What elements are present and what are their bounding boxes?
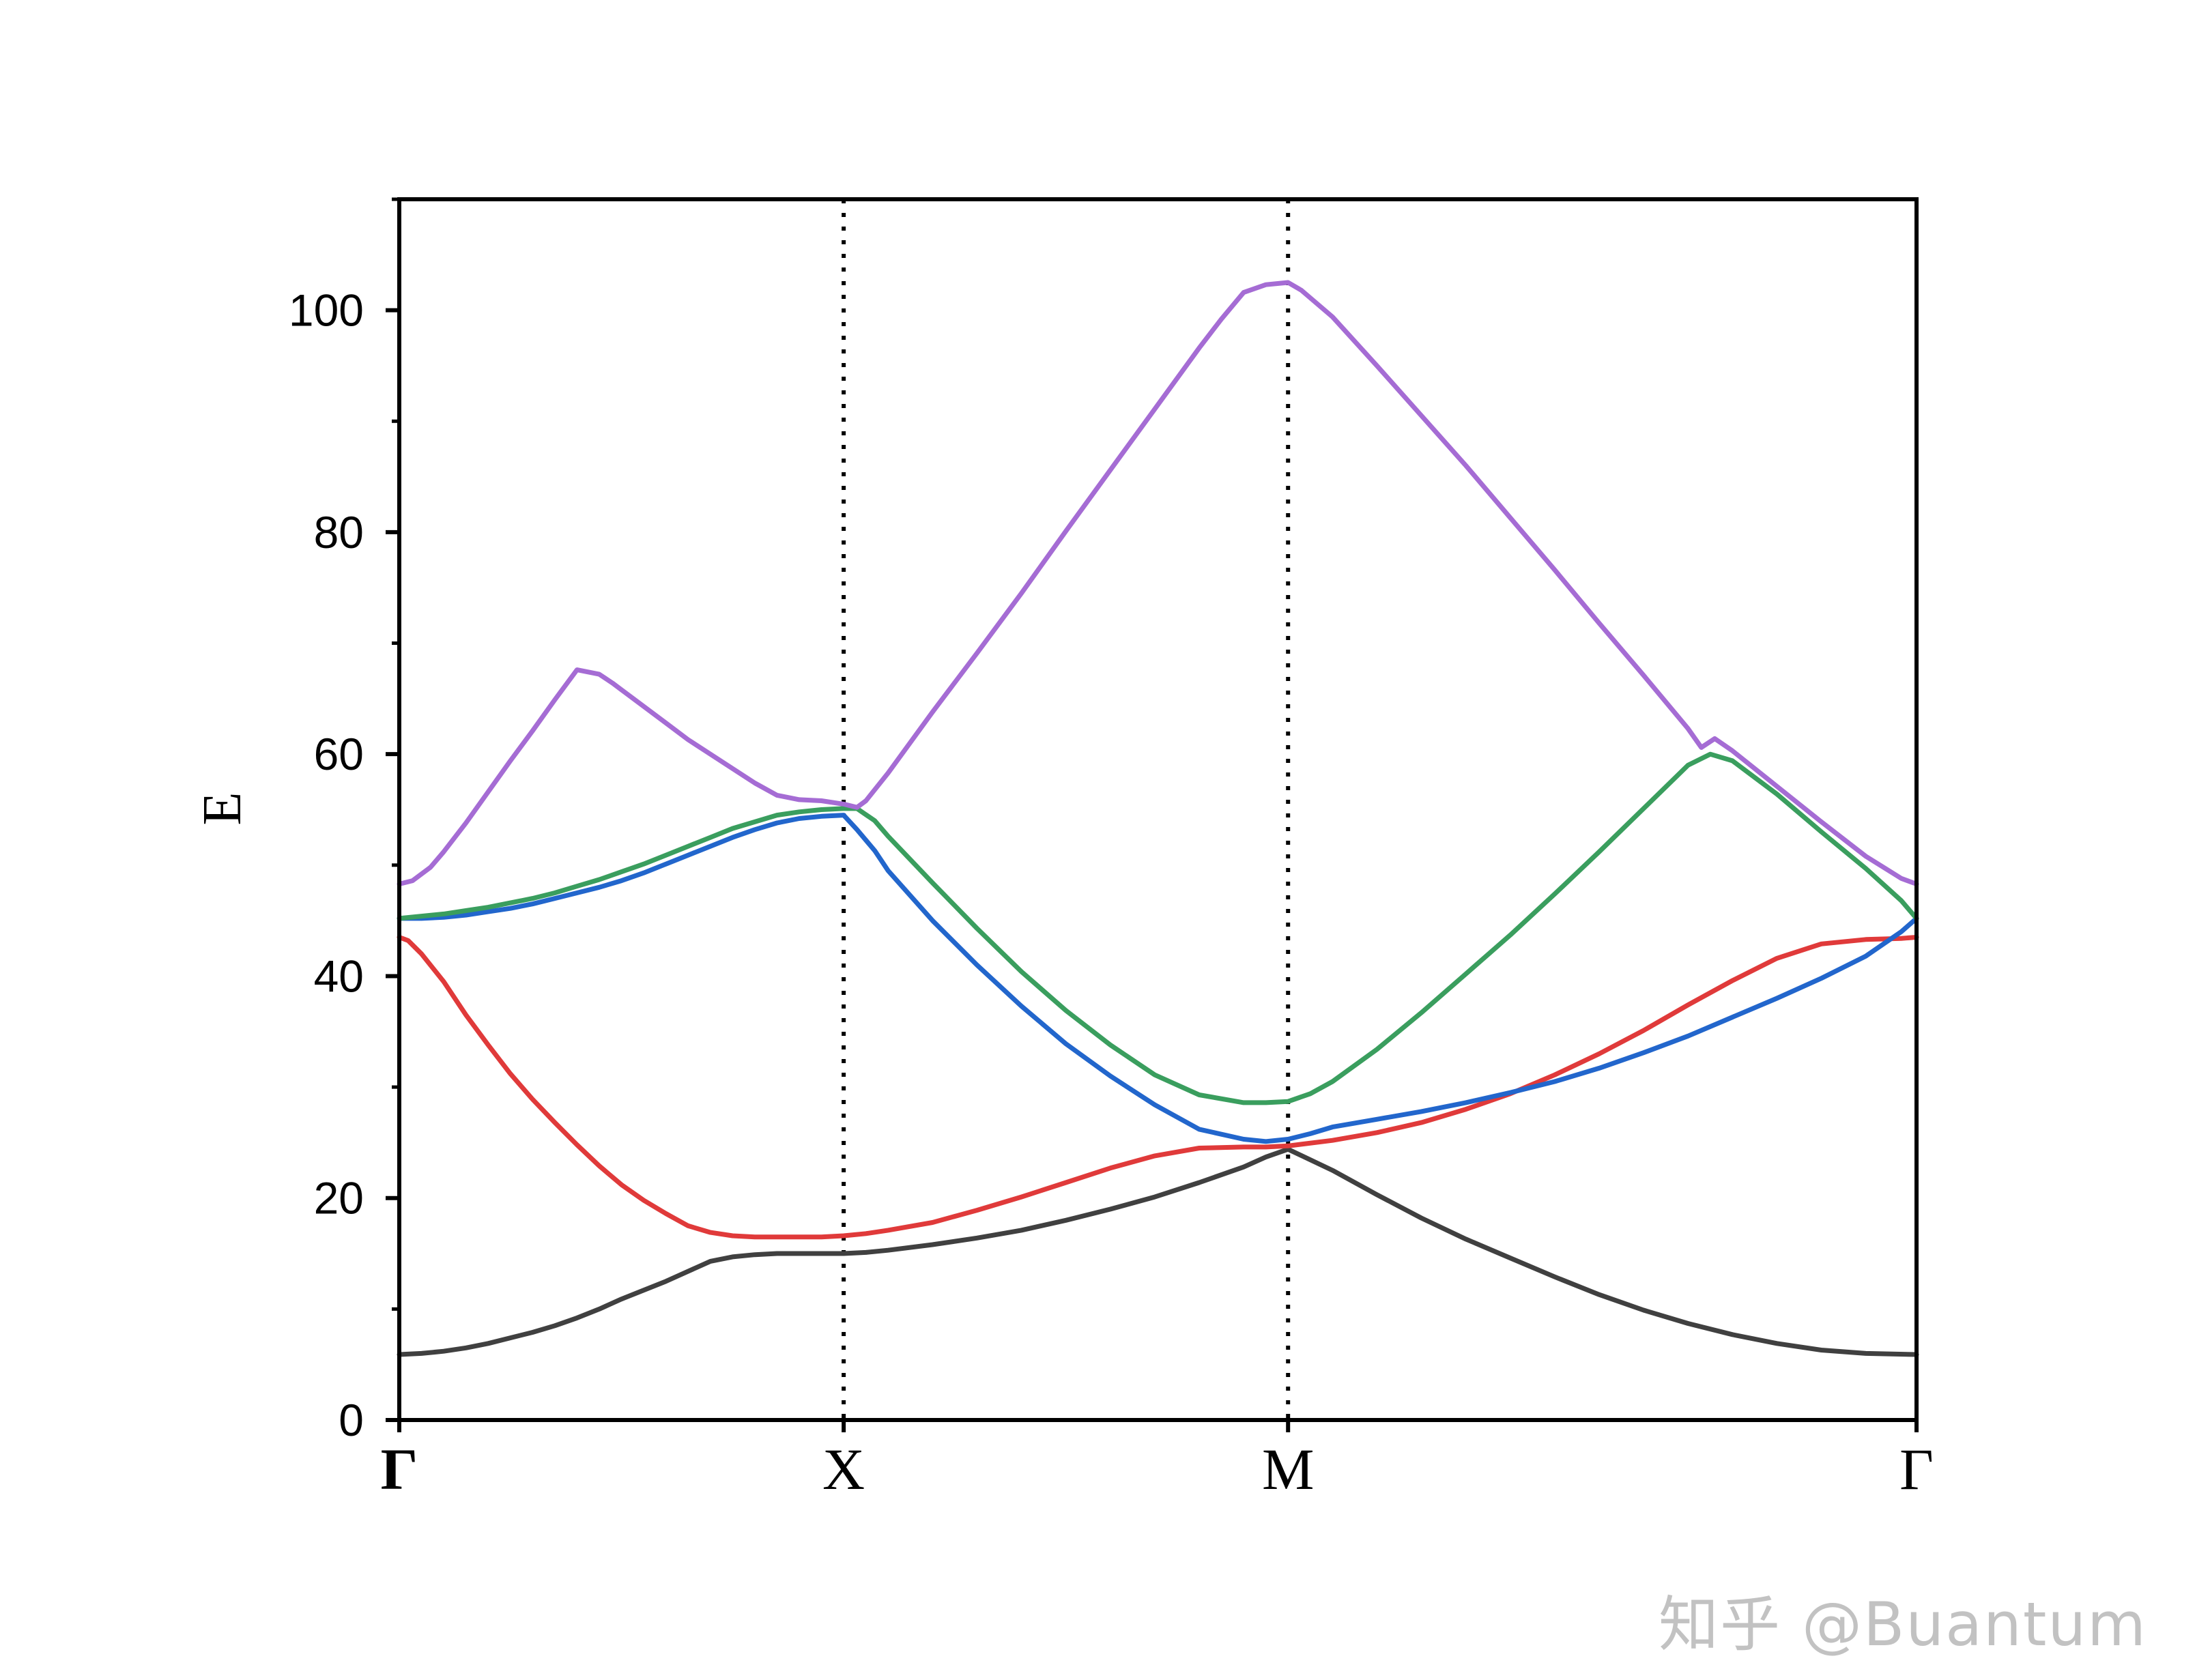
band-line-3 bbox=[397, 813, 1919, 1144]
axes-group bbox=[386, 197, 1919, 1432]
y-tick-label: 0 bbox=[339, 1395, 364, 1445]
y-tick-label: 100 bbox=[289, 285, 364, 336]
kpoint-label-2: M bbox=[1262, 1436, 1314, 1502]
band-line-5 bbox=[397, 280, 1919, 886]
kpoint-label-3: Γ bbox=[1899, 1436, 1934, 1502]
kpoint-label-1: X bbox=[822, 1436, 865, 1502]
y-tick-label: 40 bbox=[314, 951, 364, 1001]
band-line-1 bbox=[397, 1146, 1919, 1357]
band-line-4 bbox=[397, 751, 1919, 1105]
y-tick-label: 60 bbox=[314, 729, 364, 779]
y-tick-label: 80 bbox=[314, 507, 364, 557]
series-group bbox=[397, 280, 1919, 1357]
y-tick-label: 20 bbox=[314, 1173, 364, 1223]
plot-frame bbox=[397, 197, 1919, 1422]
y-axis-label: E bbox=[192, 792, 253, 826]
band-line-2 bbox=[397, 935, 1919, 1240]
y-tick-labels: 0 20 40 60 80 100 bbox=[289, 285, 364, 1445]
watermark: 知乎 @Buantum bbox=[1659, 1589, 2147, 1660]
kpoint-label-0: Γ bbox=[381, 1436, 418, 1502]
